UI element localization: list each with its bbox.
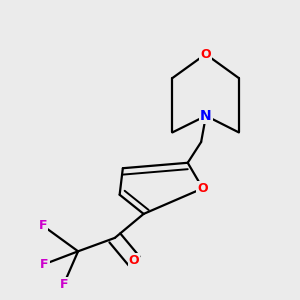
- Text: F: F: [59, 278, 68, 291]
- Text: F: F: [40, 258, 49, 271]
- Text: O: O: [200, 48, 211, 61]
- Text: N: N: [200, 109, 212, 123]
- Text: O: O: [129, 254, 139, 267]
- Text: F: F: [39, 219, 47, 232]
- Text: O: O: [197, 182, 208, 195]
